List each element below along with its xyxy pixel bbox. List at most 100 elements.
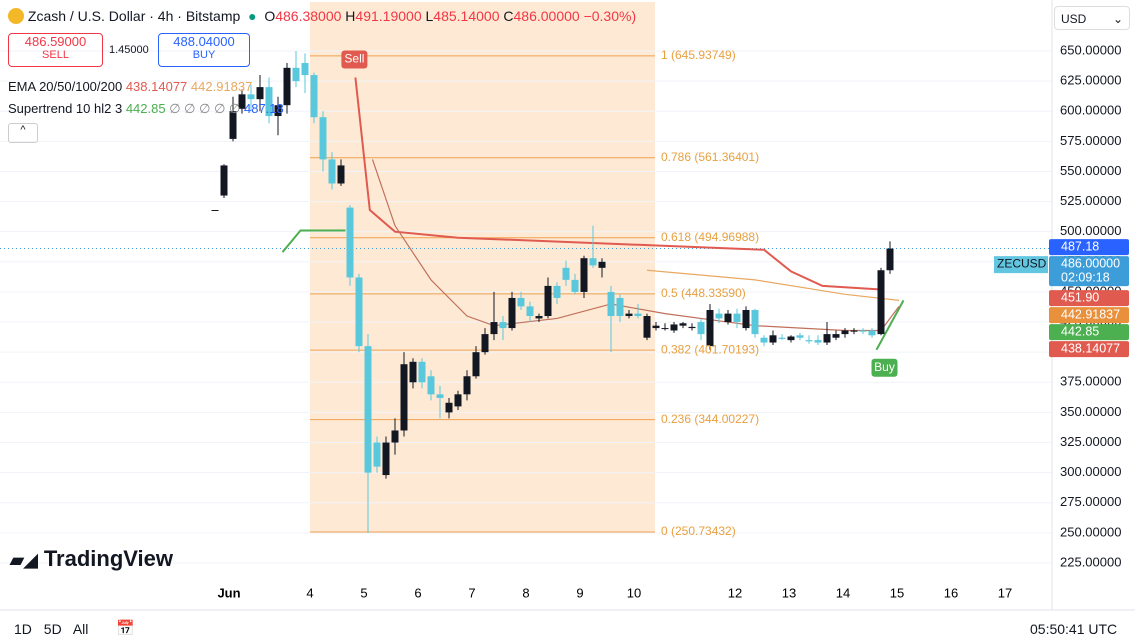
candle-body bbox=[274, 105, 282, 117]
indicator-row: Supertrend 10 hl2 3 442.85 ∅ ∅ ∅ ∅ ∅ 487… bbox=[8, 98, 284, 120]
candle-body bbox=[841, 330, 849, 335]
indicator-value: 442.85 bbox=[125, 101, 166, 116]
ohlc-value: 486.38000 bbox=[275, 8, 342, 24]
candle-body bbox=[490, 322, 498, 335]
indicator-value: 487.18 bbox=[243, 101, 284, 116]
candle-body bbox=[499, 322, 507, 329]
price-tag bbox=[1049, 239, 1129, 256]
price-tag bbox=[1049, 341, 1129, 358]
candle-body bbox=[598, 261, 606, 268]
candle-body bbox=[868, 330, 876, 336]
y-tick-label: 325.00000 bbox=[1060, 434, 1121, 449]
candle-body bbox=[859, 330, 867, 332]
fib-label: 0.236 (344.00227) bbox=[661, 412, 759, 426]
candle-body bbox=[679, 323, 687, 326]
logo-text: TradingView bbox=[43, 546, 173, 571]
y-tick-label: 525.00000 bbox=[1060, 193, 1121, 208]
symbol[interactable]: Zcash / U.S. Dollar · 4h · Bitstamp bbox=[27, 8, 241, 24]
candle-body bbox=[769, 335, 777, 343]
indicator-value: ∅ bbox=[169, 101, 181, 116]
candle-body bbox=[211, 210, 219, 211]
candle-body bbox=[778, 337, 786, 339]
candle-body bbox=[877, 270, 885, 335]
ohlc-value: 491.19000 bbox=[355, 8, 422, 24]
sell-button[interactable]: 486.59000 SELL bbox=[8, 33, 103, 67]
candle-body bbox=[265, 87, 273, 117]
x-tick-label: 6 bbox=[414, 585, 421, 600]
candle-body bbox=[661, 328, 669, 330]
x-tick-label: 17 bbox=[998, 585, 1012, 600]
y-tick-label: 350.00000 bbox=[1060, 404, 1121, 419]
price-tag bbox=[1049, 324, 1129, 341]
y-tick-label: 650.00000 bbox=[1060, 42, 1121, 57]
indicator-value: ∅ bbox=[184, 101, 196, 116]
candle-body bbox=[247, 94, 255, 100]
x-tick-label: 10 bbox=[627, 585, 641, 600]
indicator-value: 442.91837 bbox=[190, 79, 253, 94]
indicator-value: 438.14077 bbox=[125, 79, 188, 94]
candle-body bbox=[382, 442, 390, 476]
candle-body bbox=[643, 316, 651, 338]
buy-price: 488.04000 bbox=[173, 34, 235, 49]
price-tag bbox=[1049, 307, 1129, 324]
candle-body bbox=[238, 94, 246, 109]
signal-badge bbox=[871, 358, 898, 377]
x-tick-label: 7 bbox=[468, 585, 475, 600]
collapse-button[interactable]: ^ bbox=[8, 123, 38, 143]
spread: 1.45000 bbox=[109, 44, 149, 56]
sell-label: SELL bbox=[42, 49, 69, 61]
candle-body bbox=[796, 335, 804, 338]
candle-body bbox=[301, 63, 309, 76]
candle-body bbox=[706, 310, 714, 347]
indicator-value: ∅ bbox=[229, 101, 241, 116]
countdown: 02:09:18 bbox=[1061, 270, 1110, 284]
candle-body bbox=[526, 306, 534, 317]
ohlc-key: O bbox=[264, 8, 276, 24]
candle-body bbox=[625, 313, 633, 317]
ohlc-value: 486.00000 bbox=[513, 8, 580, 24]
symbol-tag: ZECUSD bbox=[997, 256, 1047, 270]
candle-body bbox=[400, 364, 408, 431]
candle-body bbox=[886, 248, 894, 271]
candle-body bbox=[814, 340, 822, 343]
range-button: All bbox=[72, 621, 89, 637]
x-tick-label: 14 bbox=[836, 585, 850, 600]
fib-label: 1 (645.93749) bbox=[661, 48, 736, 62]
buy-button[interactable]: 488.04000 BUY bbox=[158, 33, 250, 67]
candle-body bbox=[787, 336, 795, 341]
signal-label: Buy bbox=[874, 360, 895, 374]
candle-body bbox=[328, 159, 336, 184]
price-tag-label: 442.85 bbox=[1061, 324, 1099, 338]
candle-body bbox=[634, 313, 642, 317]
range-button: 5D bbox=[43, 621, 62, 637]
candle-body bbox=[733, 313, 741, 323]
candle-body bbox=[544, 285, 552, 317]
x-tick-label: 9 bbox=[576, 585, 583, 600]
candle-body bbox=[346, 207, 354, 278]
date-range-icon[interactable]: 📅 bbox=[116, 620, 135, 637]
candle-body bbox=[571, 279, 579, 292]
candle-body bbox=[616, 297, 624, 317]
x-tick-label: 16 bbox=[944, 585, 958, 600]
y-tick-label: 575.00000 bbox=[1060, 133, 1121, 148]
currency-select[interactable]: USD ⌄ bbox=[1054, 6, 1130, 30]
x-tick-label: 4 bbox=[306, 585, 313, 600]
indicator-line bbox=[281, 229, 346, 253]
y-tick-label: 375.00000 bbox=[1060, 374, 1121, 389]
candle-body bbox=[697, 322, 705, 335]
candle-body bbox=[220, 165, 228, 196]
fib-label: 0.5 (448.33590) bbox=[661, 286, 746, 300]
candle-body bbox=[517, 297, 525, 307]
clock: 05:50:41 UTC bbox=[1030, 621, 1118, 637]
candle-body bbox=[670, 324, 678, 331]
price-tag bbox=[1049, 290, 1129, 307]
currency: USD bbox=[1061, 12, 1087, 26]
candle-body bbox=[688, 326, 696, 329]
coin-icon bbox=[8, 8, 24, 24]
candle-body bbox=[463, 376, 471, 395]
plot bbox=[0, 2, 1052, 564]
candle-body bbox=[850, 330, 858, 332]
buy-label: BUY bbox=[192, 49, 216, 61]
y-tick-label: 275.00000 bbox=[1060, 494, 1121, 509]
